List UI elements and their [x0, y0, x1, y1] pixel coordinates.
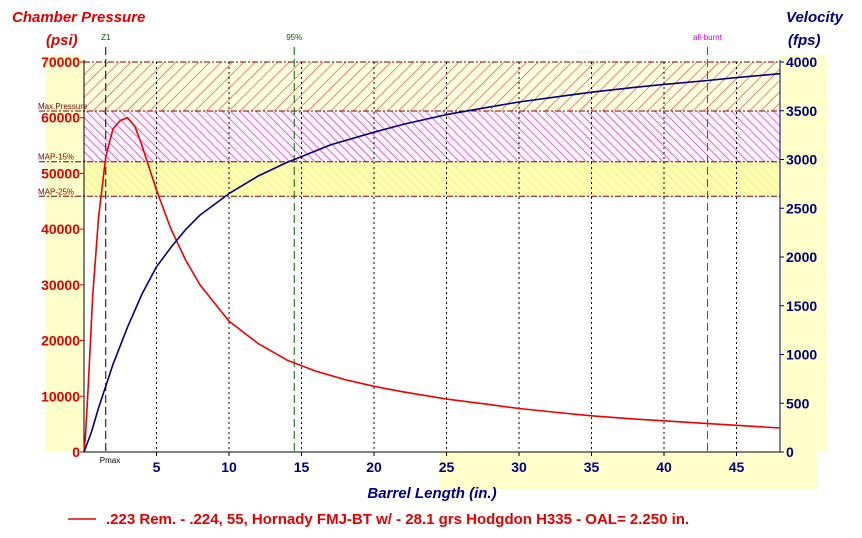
- x-axis-ticks: 5 10 15 20 25 30 35 40 45: [153, 452, 745, 475]
- x-axis-strip: [440, 452, 818, 490]
- tick-label-left-5: 50000: [41, 165, 80, 181]
- series-lines: [83, 72, 781, 453]
- series-line-pressure: [83, 116, 781, 453]
- tick-label-x-1: 10: [221, 459, 237, 475]
- left-axis-title-line1: Chamber Pressure: [12, 9, 145, 26]
- tick-label-right-2: 1000: [786, 347, 817, 363]
- tick-label-x-0: 5: [153, 459, 161, 475]
- marker-label-1: 95%: [286, 33, 302, 42]
- right-axis-title-line1: Velocity: [786, 9, 844, 26]
- band-0: [84, 62, 780, 112]
- band-label-1: MAP-15%: [38, 153, 74, 162]
- marker-label-pmax: Pmax: [100, 456, 120, 465]
- tick-label-right-0: 0: [786, 444, 794, 460]
- tick-label-x-7: 40: [656, 459, 672, 475]
- tick-label-right-6: 3000: [786, 152, 817, 168]
- left-axis-title-line2: (psi): [46, 32, 78, 49]
- tick-label-right-7: 3500: [786, 103, 817, 119]
- tick-label-left-4: 40000: [41, 221, 80, 237]
- tick-label-left-3: 30000: [41, 277, 80, 293]
- tick-label-right-5: 2500: [786, 200, 817, 216]
- band-2: [84, 161, 780, 197]
- tick-label-x-2: 15: [294, 459, 310, 475]
- band-label-0: Max.Pressure: [38, 102, 88, 111]
- pressure-bands: Max.Pressure MAP-15% MAP-25%: [38, 61, 780, 197]
- tick-label-x-5: 30: [511, 459, 527, 475]
- marker-label-2: all-burnt: [693, 33, 723, 42]
- tick-label-x-4: 25: [439, 459, 455, 475]
- tick-label-right-1: 500: [786, 395, 810, 411]
- tick-label-right-8: 4000: [786, 54, 817, 70]
- x-axis-label: Barrel Length (in.): [367, 485, 496, 502]
- marker-label-0: Z1: [101, 33, 111, 42]
- tick-label-x-8: 45: [729, 459, 745, 475]
- band-label-2: MAP-25%: [38, 187, 74, 196]
- tick-label-left-1: 10000: [41, 388, 80, 404]
- series-line-velocity: [83, 72, 781, 453]
- tick-label-left-2: 20000: [41, 333, 80, 349]
- tick-label-left-7: 70000: [41, 54, 80, 70]
- tick-label-x-3: 20: [366, 459, 382, 475]
- grid-lines: [156, 62, 737, 452]
- right-axis-strip: [780, 55, 827, 452]
- legend-label: .223 Rem. - .224, 55, Hornady FMJ-BT w/ …: [106, 511, 689, 528]
- left-axis-ticks: 0 10000 20000 30000 40000 50000 60000 70000: [41, 54, 84, 460]
- right-axis-title-line2: (fps): [788, 32, 821, 49]
- tick-label-right-3: 1500: [786, 298, 817, 314]
- tick-label-x-6: 35: [584, 459, 600, 475]
- tick-label-left-6: 60000: [41, 110, 80, 126]
- left-axis-strip: [46, 55, 84, 452]
- tick-label-left-0: 0: [72, 444, 80, 460]
- tick-label-right-4: 2000: [786, 249, 817, 265]
- right-axis-ticks: 0 500 1000 1500 2000 2500 3000 3500 4000: [780, 54, 817, 460]
